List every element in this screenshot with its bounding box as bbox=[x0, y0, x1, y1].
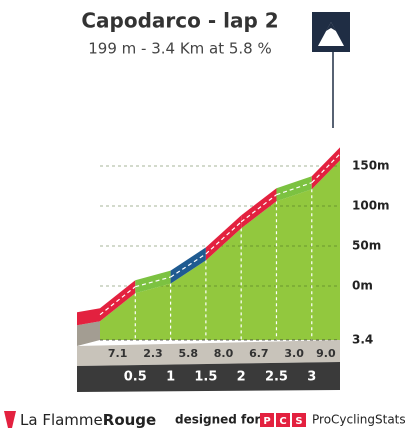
x-end-label: 3.4 bbox=[352, 333, 373, 347]
chart-subtitle: 199 m - 3.4 Km at 5.8 % bbox=[88, 40, 272, 58]
gradient-label: 5.8 bbox=[178, 347, 198, 360]
gradient-label: 6.7 bbox=[249, 347, 269, 360]
front-strip bbox=[77, 340, 340, 366]
x-tick-label: 3 bbox=[307, 370, 316, 385]
flamme-logo bbox=[4, 411, 16, 428]
gradient-segment bbox=[311, 147, 340, 190]
pcs-letter: P bbox=[263, 416, 270, 427]
side-band bbox=[77, 308, 100, 326]
brand: La FlammeRouge bbox=[20, 411, 156, 429]
y-tick-label: 50m bbox=[352, 239, 381, 253]
pcs-box bbox=[292, 413, 306, 427]
summit-mountain bbox=[318, 22, 344, 46]
pcs-letter: S bbox=[295, 416, 302, 427]
segment-centerline bbox=[99, 286, 136, 316]
x-tick-label: 1 bbox=[166, 370, 175, 385]
y-tick-label: 150m bbox=[352, 159, 390, 173]
segment-centerline bbox=[205, 221, 242, 255]
pcs-box bbox=[276, 413, 290, 427]
x-tick-label: 1.5 bbox=[194, 370, 217, 385]
gradient-label: 7.1 bbox=[108, 347, 128, 360]
pcs-name: ProCyclingStats bbox=[312, 413, 405, 427]
segment-centerline bbox=[135, 276, 171, 288]
x-tick-label: 2 bbox=[237, 370, 246, 385]
side-face bbox=[77, 321, 100, 346]
chart-title: Capodarco - lap 2 bbox=[81, 9, 278, 33]
km-bar bbox=[77, 362, 340, 392]
x-tick-label: 2.5 bbox=[265, 370, 288, 385]
designed-for: designed for bbox=[175, 413, 260, 427]
brand-light: La Flamme bbox=[20, 411, 103, 429]
profile-area bbox=[100, 160, 340, 340]
gradient-segment bbox=[276, 176, 312, 202]
segment-centerline bbox=[170, 253, 207, 278]
brand-bold: Rouge bbox=[103, 411, 156, 429]
gradient-label: 8.0 bbox=[214, 347, 234, 360]
plot: 0m 50m 100m 150m 7.1 2.3 5.8 8.0 6.7 3.0 9.0 0.5 1 1.… bbox=[77, 147, 390, 392]
gradient-label: 9.0 bbox=[316, 347, 336, 360]
y-tick-label: 100m bbox=[352, 199, 390, 213]
x-tick-label: 0.5 bbox=[124, 370, 147, 385]
summit-snow bbox=[326, 22, 336, 31]
segment-centerline bbox=[240, 194, 277, 223]
pcs-box bbox=[260, 413, 274, 427]
pcs-letter: C bbox=[279, 416, 286, 427]
segment-centerline bbox=[276, 182, 312, 196]
gradient-label: 2.3 bbox=[143, 347, 163, 360]
gradient-label: 3.0 bbox=[284, 347, 304, 360]
y-tick-label: 0m bbox=[352, 279, 373, 293]
gradient-segment bbox=[135, 270, 171, 294]
